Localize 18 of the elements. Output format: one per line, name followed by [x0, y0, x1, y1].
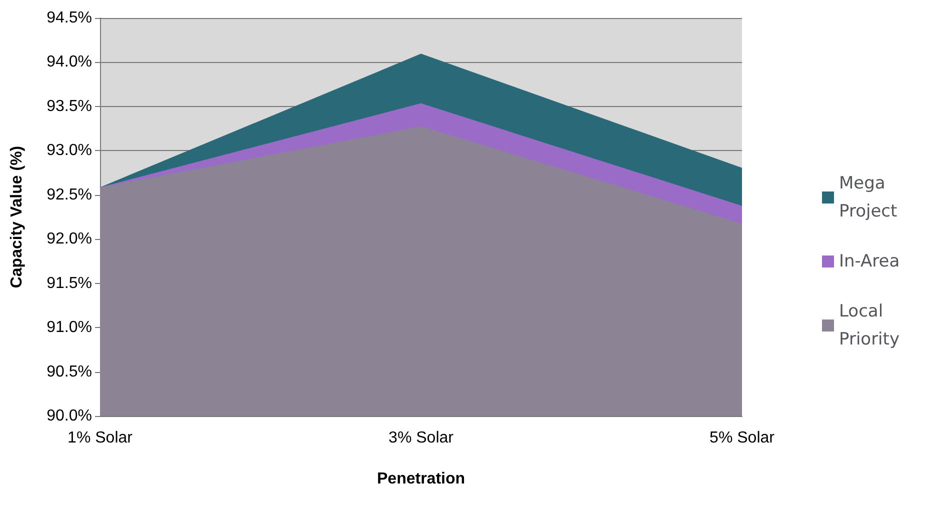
- x-axis-title: Penetration: [376, 470, 466, 488]
- y-tick-label: 92.0%: [46, 230, 92, 248]
- legend-label: Local Priority: [839, 302, 900, 350]
- y-axis-title: Capacity Value (%): [8, 146, 26, 288]
- legend-label: In-Area: [839, 252, 900, 272]
- y-tick-label: 94.0%: [46, 54, 92, 71]
- y-tick-label: 93.5%: [46, 98, 92, 115]
- x-tick-label: 3% Solar: [388, 430, 454, 446]
- y-tick-label: 90.0%: [46, 408, 92, 424]
- y-tick-label: 91.0%: [46, 319, 92, 336]
- y-tick-label: 92.5%: [46, 186, 92, 204]
- legend-label: Mega Project: [839, 174, 898, 222]
- y-tick-label: 93.0%: [46, 142, 92, 160]
- x-tick-label: 5% Solar: [710, 430, 776, 446]
- y-tick-label: 94.5%: [46, 10, 92, 26]
- x-tick-label: 1% Solar: [68, 430, 134, 446]
- y-tick-label: 91.5%: [46, 274, 92, 292]
- y-tick-label: 90.5%: [46, 363, 92, 380]
